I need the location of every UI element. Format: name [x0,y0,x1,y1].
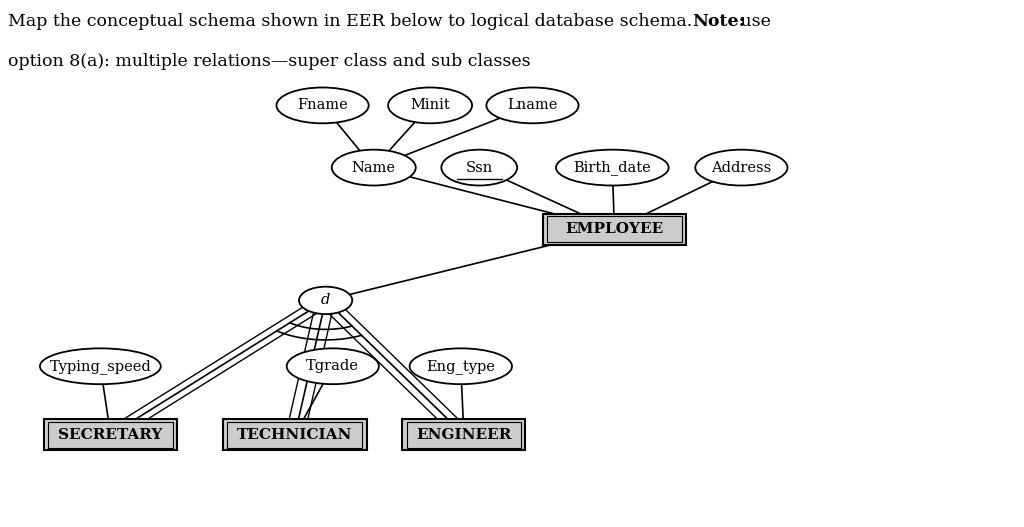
Text: Tgrade: Tgrade [306,359,359,373]
Text: option 8(a): multiple relations—super class and sub classes: option 8(a): multiple relations—super cl… [8,53,530,70]
Text: Minit: Minit [411,99,450,112]
Text: Eng_type: Eng_type [426,359,496,374]
Text: TECHNICIAN: TECHNICIAN [238,428,352,442]
Ellipse shape [486,87,579,123]
Text: d: d [321,294,331,307]
Text: use: use [735,13,771,30]
FancyBboxPatch shape [223,419,367,450]
Ellipse shape [556,150,669,186]
Ellipse shape [332,150,416,186]
Text: Lname: Lname [507,99,558,112]
Ellipse shape [287,348,379,384]
Text: Name: Name [352,161,395,174]
Text: SECRETARY: SECRETARY [58,428,163,442]
Text: Address: Address [712,161,771,174]
Ellipse shape [276,87,369,123]
Text: Map the conceptual schema shown in EER below to logical database schema.: Map the conceptual schema shown in EER b… [8,13,698,30]
Ellipse shape [441,150,517,186]
Text: Birth_date: Birth_date [573,160,651,175]
Circle shape [299,287,352,314]
Text: Ssn: Ssn [466,161,493,174]
Text: EMPLOYEE: EMPLOYEE [565,222,664,236]
FancyBboxPatch shape [402,419,525,450]
FancyBboxPatch shape [543,214,686,245]
Text: Note:: Note: [692,13,745,30]
Text: ENGINEER: ENGINEER [416,428,512,442]
Ellipse shape [695,150,787,186]
Ellipse shape [40,348,161,384]
FancyBboxPatch shape [44,419,177,450]
Text: Typing_speed: Typing_speed [49,359,152,374]
Ellipse shape [388,87,472,123]
Ellipse shape [410,348,512,384]
Text: Fname: Fname [297,99,348,112]
